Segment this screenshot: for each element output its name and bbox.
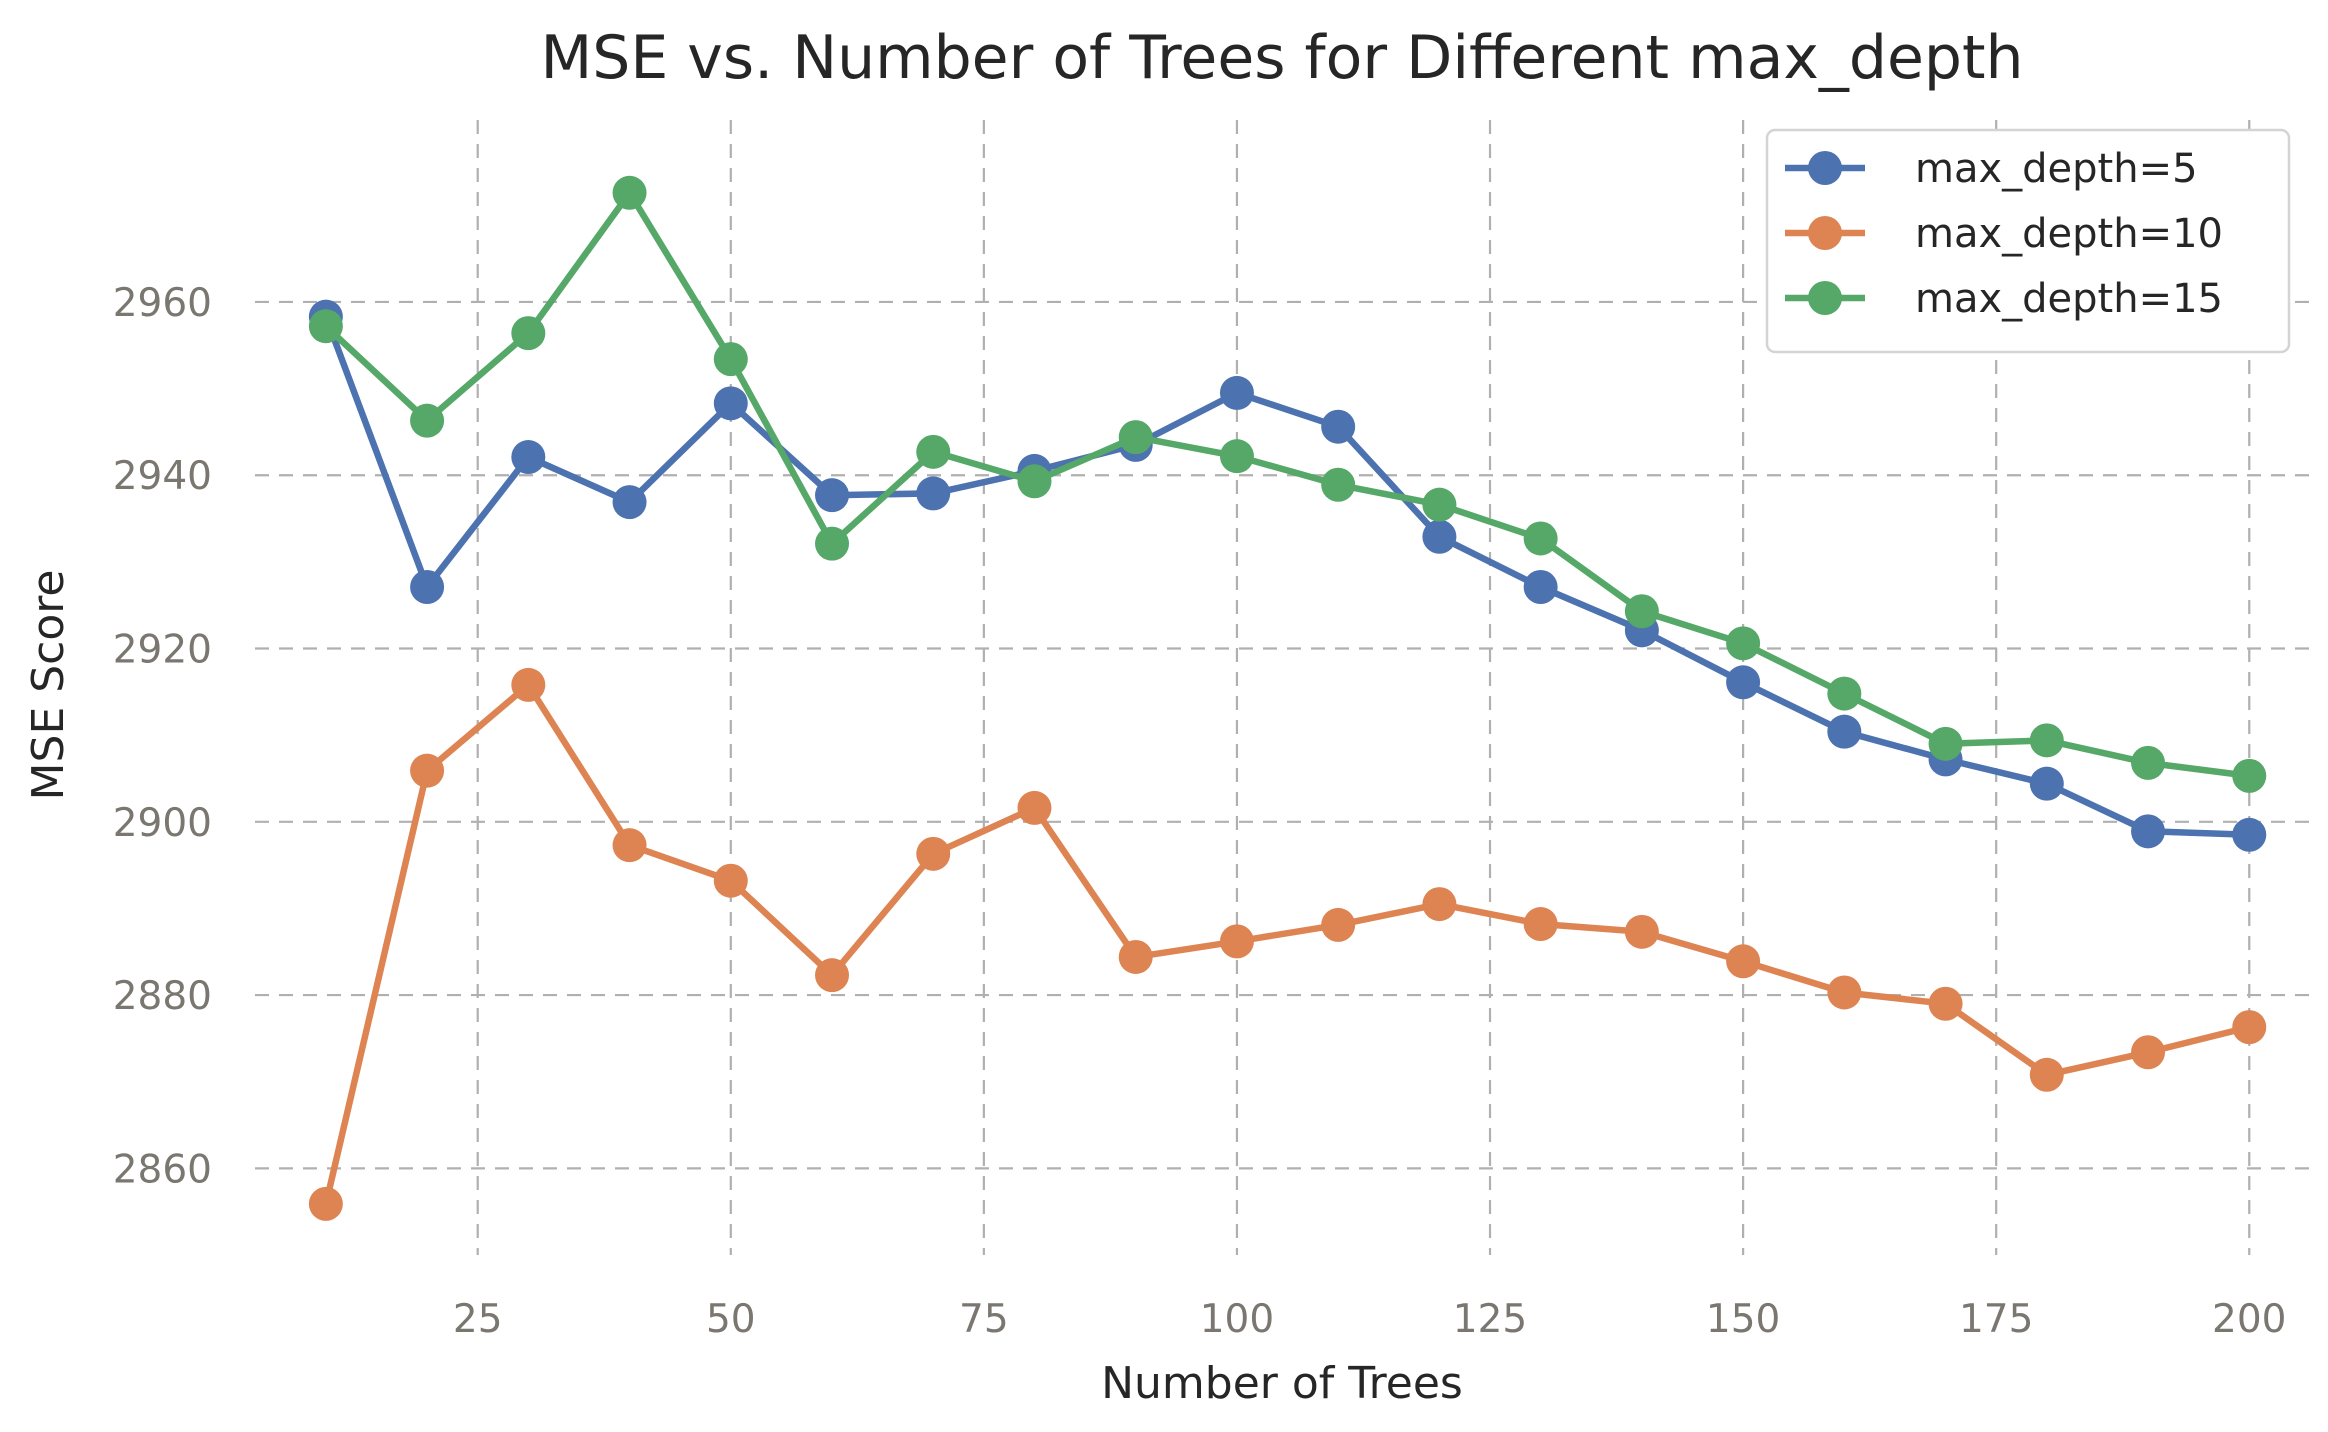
series-line	[322, 189, 2253, 780]
data-point	[1827, 676, 1862, 711]
data-point	[916, 476, 951, 511]
legend-item: max_depth=10	[1785, 211, 2223, 257]
legend-label: max_depth=5	[1915, 146, 2198, 192]
data-point	[1726, 944, 1761, 979]
data-point	[1928, 726, 1963, 761]
legend-box	[1765, 128, 2291, 354]
x-tick-label: 125	[1453, 1297, 1527, 1342]
data-point	[1624, 594, 1659, 629]
x-tick-label: 200	[2212, 1297, 2286, 1342]
chart-title: MSE vs. Number of Trees for Different ma…	[540, 23, 2023, 93]
data-point	[410, 569, 445, 604]
data-point	[1219, 924, 1254, 959]
x-tick-label: 75	[959, 1297, 1009, 1342]
data-point	[713, 386, 748, 421]
legend-label: max_depth=10	[1915, 211, 2223, 257]
series-1	[308, 299, 2267, 852]
x-axis-ticks: 25 50 75 100 125 150 175 200	[453, 1297, 2287, 1342]
legend-marker	[1808, 216, 1842, 250]
data-point	[1017, 790, 1052, 825]
data-point	[713, 863, 748, 898]
data-point	[1422, 487, 1457, 522]
data-point	[1422, 519, 1457, 554]
data-point	[1017, 464, 1052, 499]
legend-marker	[1808, 281, 1842, 315]
data-point	[511, 667, 546, 702]
series-group	[308, 175, 2267, 1221]
data-point	[1523, 569, 1558, 604]
data-point	[2131, 814, 2166, 849]
data-point	[1827, 975, 1862, 1010]
data-point	[815, 526, 850, 561]
data-point	[612, 175, 647, 210]
data-point	[916, 434, 951, 469]
data-point	[2029, 723, 2064, 758]
legend-label: max_depth=15	[1915, 276, 2223, 322]
data-point	[612, 828, 647, 863]
data-point	[1726, 665, 1761, 700]
legend: max_depth=5 max_depth=10 max_depth=15	[1765, 128, 2291, 354]
data-point	[2232, 1010, 2267, 1045]
y-tick-label: 2880	[113, 974, 212, 1019]
data-point	[1321, 409, 1356, 444]
data-point	[815, 478, 850, 513]
data-point	[511, 316, 546, 351]
legend-item: max_depth=5	[1785, 146, 2198, 192]
data-point	[2131, 1035, 2166, 1070]
data-point	[1118, 420, 1153, 455]
data-point	[916, 836, 951, 871]
data-point	[1321, 907, 1356, 942]
data-point	[2131, 745, 2166, 780]
x-tick-label: 150	[1706, 1297, 1780, 1342]
data-point	[1523, 521, 1558, 556]
data-point	[308, 309, 343, 344]
series-2	[308, 667, 2267, 1221]
y-tick-label: 2900	[113, 801, 212, 846]
y-tick-label: 2940	[113, 454, 212, 499]
series-3	[308, 175, 2267, 793]
data-point	[410, 753, 445, 788]
data-point	[1422, 887, 1457, 922]
data-point	[1624, 914, 1659, 949]
y-tick-label: 2960	[113, 281, 212, 326]
x-tick-label: 100	[1200, 1297, 1274, 1342]
grid	[255, 120, 2310, 1255]
data-point	[612, 485, 647, 520]
data-point	[1523, 907, 1558, 942]
data-point	[2232, 758, 2267, 793]
x-tick-label: 50	[706, 1297, 756, 1342]
data-point	[1928, 986, 1963, 1021]
y-axis-ticks: 2860 2880 2900 2920 2940 2960	[113, 281, 212, 1192]
x-tick-label: 25	[453, 1297, 503, 1342]
data-point	[1321, 467, 1356, 502]
data-point	[308, 1186, 343, 1221]
series-line	[322, 313, 2253, 839]
data-point	[713, 342, 748, 377]
x-axis-label: Number of Trees	[1101, 1358, 1463, 1409]
x-tick-label: 175	[1959, 1297, 2033, 1342]
data-point	[511, 440, 546, 475]
data-point	[815, 958, 850, 993]
data-point	[1219, 439, 1254, 474]
y-axis-label: MSE Score	[23, 570, 74, 801]
data-point	[1827, 714, 1862, 749]
y-tick-label: 2920	[113, 628, 212, 673]
y-tick-label: 2860	[113, 1147, 212, 1192]
data-point	[2232, 817, 2267, 852]
data-point	[2029, 766, 2064, 801]
data-point	[1726, 626, 1761, 661]
data-point	[410, 403, 445, 438]
legend-marker	[1808, 151, 1842, 185]
data-point	[2029, 1057, 2064, 1092]
data-point	[1118, 939, 1153, 974]
legend-item: max_depth=15	[1785, 276, 2223, 322]
data-point	[1219, 375, 1254, 410]
